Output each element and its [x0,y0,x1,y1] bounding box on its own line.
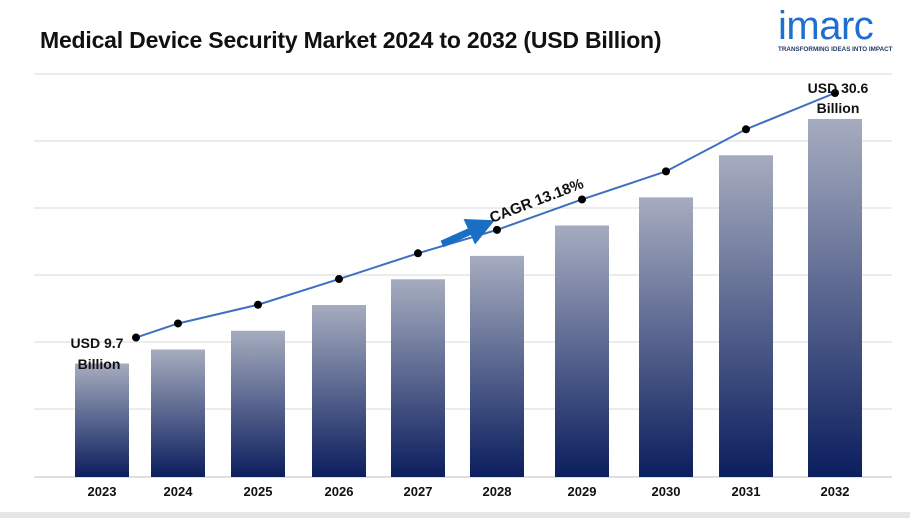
x-tick-label: 2028 [483,484,512,499]
last-value-label: USD 30.6 [808,80,869,96]
x-tick-label: 2027 [404,484,433,499]
trend-marker-2032 [831,89,839,97]
x-tick-label: 2030 [652,484,681,499]
trend-marker-2026 [335,275,343,284]
trend-marker-2024 [174,319,182,328]
logo-tagline: TRANSFORMING IDEAS INTO IMPACT [778,46,893,53]
x-tick-label: 2024 [164,484,194,499]
cagr-label: CAGR 13.18% [487,175,586,226]
cagr-arrow-icon [440,218,495,248]
bar-2031 [719,155,773,477]
bar-2030 [639,197,693,477]
bar-2032 [808,119,862,477]
trend-marker-2029 [578,195,586,204]
x-tick-label: 2026 [325,484,354,499]
bar-2028 [470,255,524,477]
chart-title: Medical Device Security Market 2024 to 2… [40,27,662,53]
trend-marker-2023 [132,333,140,342]
bar-2025 [231,330,285,477]
bar-2024 [151,349,205,477]
x-tick-label: 2023 [88,484,117,499]
logo-wordmark: imarc [778,4,874,48]
trend-line [135,92,836,339]
trend-line-group [132,89,839,342]
trend-marker-2028 [493,225,501,234]
bars [75,119,862,477]
bar-2027 [391,279,445,477]
bar-2023 [75,363,129,477]
x-tick-label: 2029 [568,484,597,499]
bar-2029 [555,225,609,477]
bar-2026 [312,305,366,477]
first-unit-label: Billion [78,356,121,372]
bottom-band [0,512,910,518]
first-value-label: USD 9.7 [71,335,124,351]
trend-marker-2027 [414,249,422,258]
imarc-logo: imarc TRANSFORMING IDEAS INTO IMPACT [776,4,896,60]
x-axis-ticks: 2023 2024 2025 2026 2027 2028 2029 2030 2031 2032 [88,484,850,499]
x-tick-label: 2025 [244,484,273,499]
x-tick-label: 2032 [821,484,850,499]
last-unit-label: Billion [817,100,860,116]
trend-marker-2030 [662,167,670,176]
trend-marker-2031 [742,125,750,134]
trend-marker-2025 [254,300,262,309]
x-tick-label: 2031 [732,484,761,499]
